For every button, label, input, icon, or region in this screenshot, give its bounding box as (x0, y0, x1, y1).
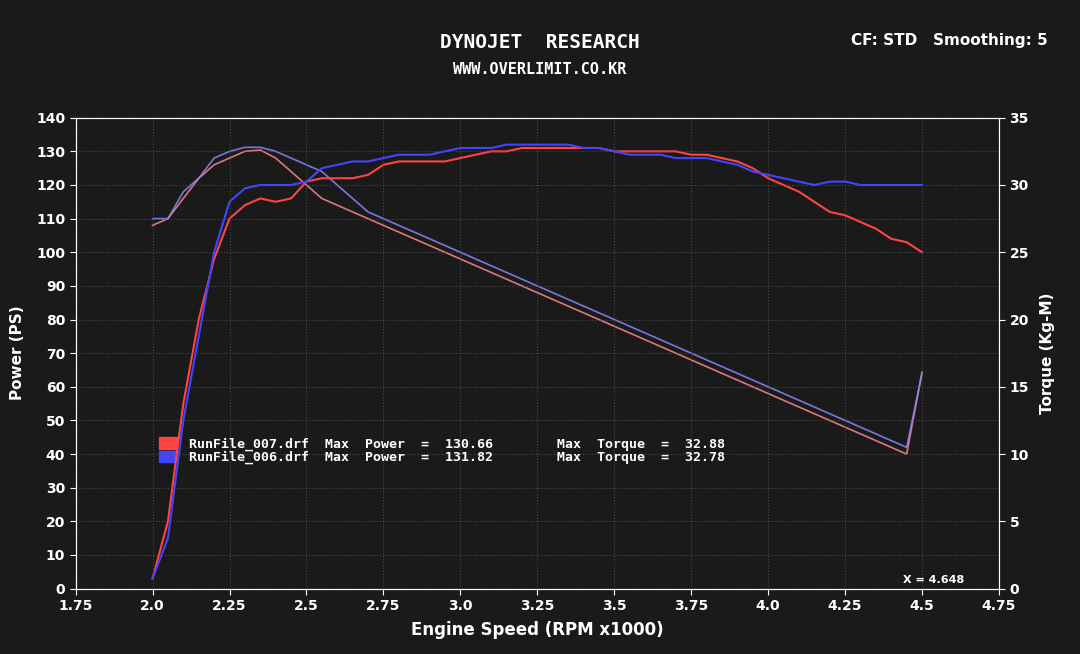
FancyBboxPatch shape (159, 438, 177, 449)
FancyBboxPatch shape (159, 451, 177, 462)
Text: WWW.OVERLIMIT.CO.KR: WWW.OVERLIMIT.CO.KR (454, 62, 626, 77)
Text: DYNOJET  RESEARCH: DYNOJET RESEARCH (441, 33, 639, 52)
Text: RunFile_007.drf  Max  Power  =  130.66        Max  Torque  =  32.88: RunFile_007.drf Max Power = 130.66 Max T… (189, 438, 726, 451)
Text: RunFile_006.drf  Max  Power  =  131.82        Max  Torque  =  32.78: RunFile_006.drf Max Power = 131.82 Max T… (189, 451, 726, 464)
X-axis label: Engine Speed (RPM x1000): Engine Speed (RPM x1000) (411, 621, 663, 640)
Y-axis label: Power (PS): Power (PS) (10, 306, 25, 400)
Text: CF: STD   Smoothing: 5: CF: STD Smoothing: 5 (851, 33, 1048, 48)
Text: X = 4.648: X = 4.648 (903, 576, 964, 585)
Y-axis label: Torque (Kg-M): Torque (Kg-M) (1040, 292, 1055, 414)
